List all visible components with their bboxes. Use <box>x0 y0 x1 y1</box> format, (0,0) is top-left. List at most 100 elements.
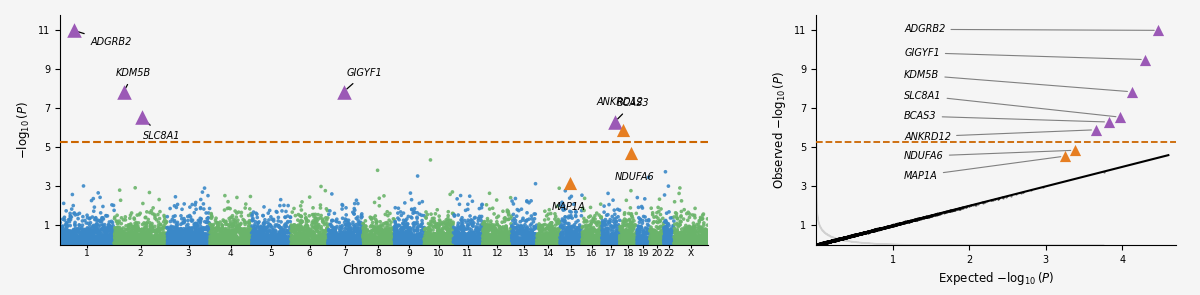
Point <box>834 236 853 240</box>
Point <box>510 239 529 243</box>
Point <box>524 242 544 246</box>
Point <box>330 239 349 244</box>
Point <box>976 200 995 204</box>
Point <box>416 242 436 246</box>
Point <box>672 236 691 241</box>
Point <box>582 242 601 246</box>
Point <box>246 231 265 235</box>
Point <box>358 238 377 242</box>
Point <box>56 221 76 225</box>
Point <box>119 224 138 229</box>
Point <box>493 209 512 214</box>
Point <box>124 241 143 245</box>
Point <box>217 240 236 245</box>
Point <box>494 233 514 237</box>
Point <box>352 236 371 240</box>
Point <box>330 240 349 244</box>
Point <box>850 232 869 236</box>
Point <box>343 237 362 242</box>
Point <box>137 225 156 230</box>
Point <box>550 234 569 239</box>
Point <box>193 242 212 246</box>
Point <box>233 229 252 233</box>
Point <box>839 234 858 238</box>
Point <box>524 237 544 242</box>
Point <box>312 234 331 238</box>
Point <box>572 208 592 213</box>
Point <box>176 226 196 231</box>
Point <box>827 237 846 242</box>
Point <box>490 242 509 246</box>
Point <box>206 235 226 239</box>
Point <box>679 242 698 246</box>
Point <box>829 237 848 241</box>
Point <box>834 236 853 241</box>
Point <box>269 235 288 240</box>
Point <box>499 242 518 246</box>
Point <box>814 241 833 246</box>
Point <box>204 241 223 246</box>
Point <box>196 227 215 232</box>
Point <box>811 241 830 246</box>
Point <box>644 240 664 245</box>
Point <box>161 241 180 245</box>
Point <box>810 242 829 246</box>
Point <box>486 240 505 245</box>
Point <box>822 238 841 243</box>
Point <box>448 241 467 245</box>
Point <box>983 198 1002 202</box>
Point <box>586 239 605 244</box>
Point <box>337 230 356 235</box>
Point <box>673 240 692 245</box>
Point <box>809 242 828 246</box>
Point <box>431 239 450 244</box>
Point <box>811 241 830 246</box>
Point <box>77 241 96 246</box>
Point <box>806 242 826 247</box>
Point <box>617 242 636 246</box>
Point <box>145 233 164 238</box>
Point <box>659 222 678 226</box>
Point <box>829 236 848 241</box>
Point <box>516 233 535 238</box>
Point <box>256 239 275 243</box>
Point <box>204 242 223 246</box>
Point <box>268 210 287 214</box>
Point <box>365 236 384 241</box>
Point <box>842 233 862 237</box>
Point <box>396 234 415 239</box>
Point <box>497 237 516 242</box>
Point <box>626 235 646 239</box>
Point <box>386 227 406 231</box>
Point <box>822 239 841 243</box>
Point <box>584 239 604 244</box>
Point <box>106 225 125 230</box>
Point <box>203 236 222 241</box>
Point <box>827 237 846 242</box>
Point <box>131 234 150 239</box>
Point <box>818 240 838 245</box>
Point <box>338 230 358 234</box>
Point <box>390 239 409 243</box>
Point <box>840 234 859 238</box>
Point <box>184 240 203 244</box>
Point <box>920 214 940 219</box>
Point <box>162 229 181 233</box>
Point <box>820 239 839 244</box>
Point <box>808 242 827 247</box>
Point <box>404 228 424 233</box>
Point <box>478 233 497 237</box>
Point <box>847 232 866 237</box>
Point <box>239 241 258 245</box>
Point <box>865 227 884 232</box>
Point <box>576 236 595 240</box>
Point <box>425 241 444 246</box>
Point <box>622 240 641 244</box>
Point <box>398 231 418 236</box>
Point <box>833 236 852 241</box>
Point <box>662 215 682 220</box>
Point <box>394 218 413 223</box>
Point <box>415 237 434 241</box>
Point <box>854 230 874 235</box>
Point <box>856 230 875 235</box>
